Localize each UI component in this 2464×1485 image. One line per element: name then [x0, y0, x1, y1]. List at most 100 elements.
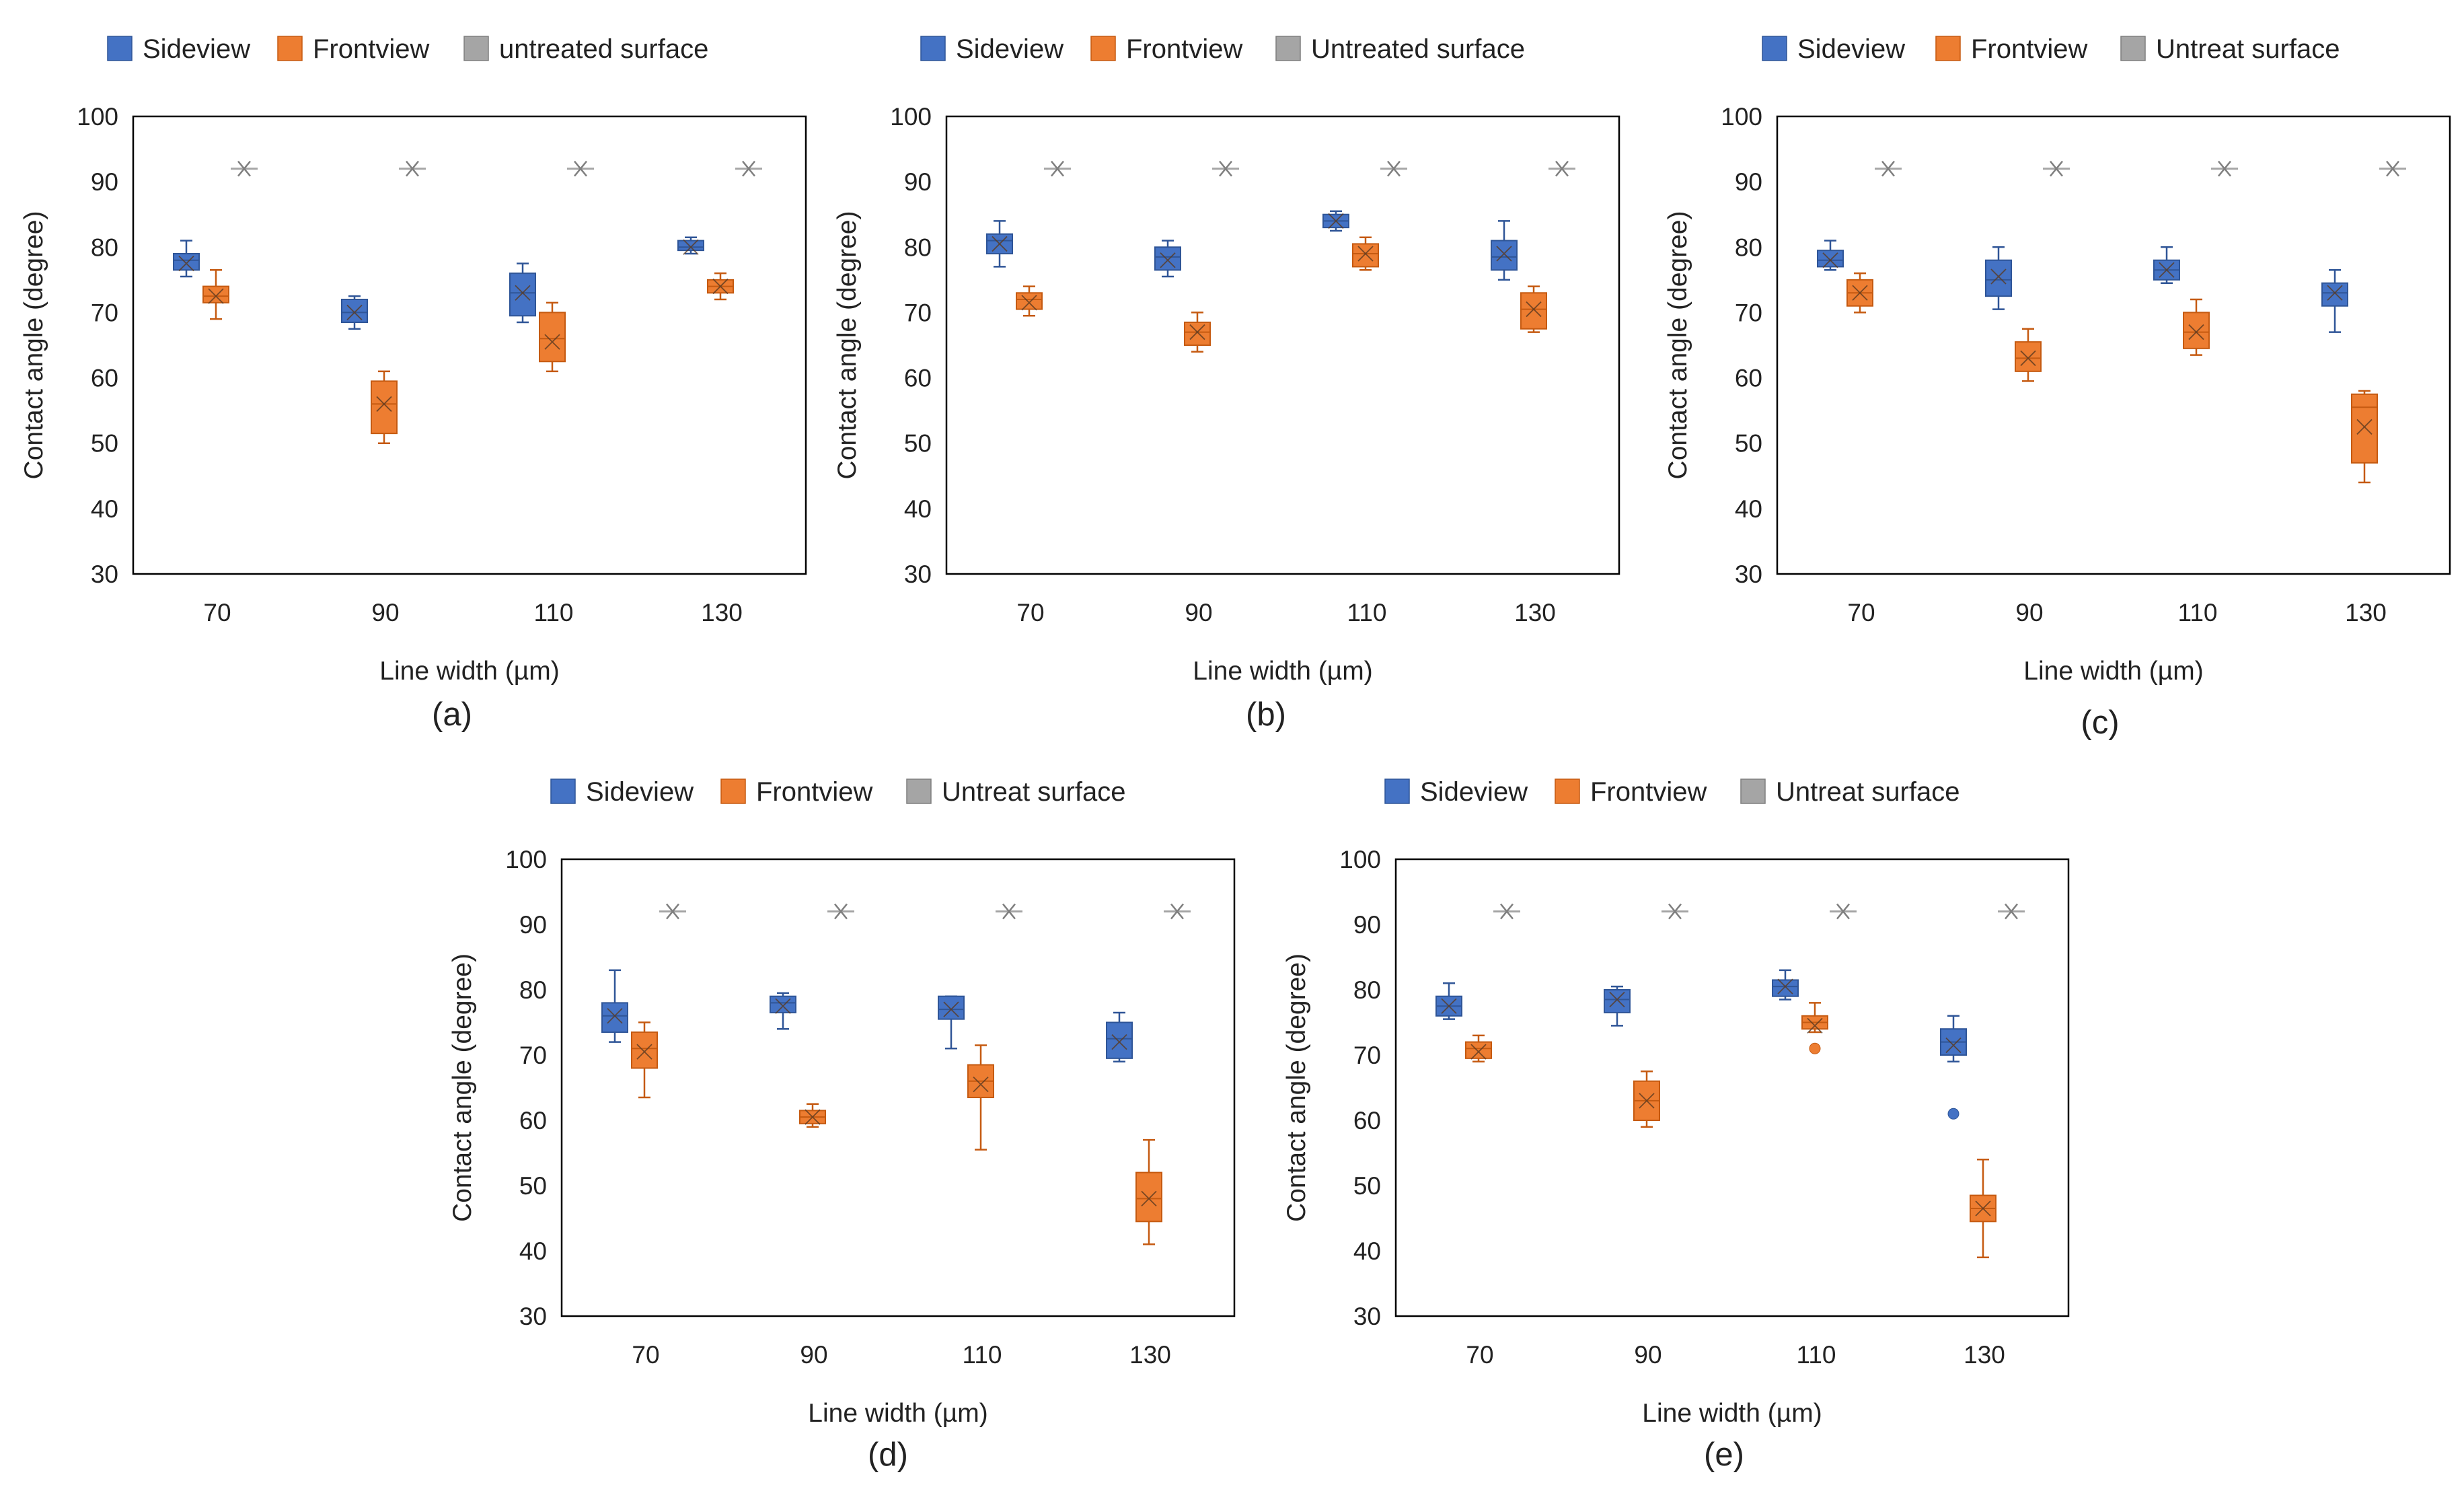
legend-label: untreated surface: [499, 34, 708, 64]
untreated-marker: [1875, 160, 1902, 177]
sideview-box: [1772, 969, 1799, 1001]
chart-panel-e: Sideview Frontview Untreat surface 30 40 50 60…: [1282, 777, 2070, 1473]
mean-marker: [1975, 1200, 1991, 1217]
y-tick-label: 40: [519, 1237, 547, 1265]
x-tick-label: 70: [1016, 599, 1044, 626]
untreated-cross: [1555, 160, 1569, 177]
sideview-box: [1985, 246, 2012, 310]
iqr-box: [341, 299, 368, 323]
outlier-point: [1809, 1042, 1821, 1054]
y-axis-title: Contact angle (degree): [833, 211, 862, 480]
untreated-marker: [2379, 160, 2406, 177]
iqr-box: [2183, 312, 2210, 349]
untreated-marker: [735, 160, 762, 177]
legend-swatch: [550, 778, 576, 804]
iqr-box: [1135, 1171, 1162, 1223]
frontview-box: [1633, 1071, 1660, 1128]
frontview-box: [1135, 1138, 1162, 1245]
sideview-box: [1491, 220, 1518, 281]
iqr-box: [938, 995, 965, 1020]
untreated-cross: [834, 903, 848, 920]
legend-swatch: [1384, 778, 1410, 804]
legend-label: Frontview: [1126, 34, 1242, 64]
legend-swatch: [463, 36, 489, 61]
mean-marker: [943, 1001, 959, 1017]
y-tick-label: 60: [1735, 365, 1762, 392]
frontview-box: [1846, 272, 1873, 314]
untreated-cross: [2050, 160, 2063, 177]
chart-panel-c: Sideview Frontview Untreat surface 30 40 50 60…: [1664, 34, 2451, 741]
plot-frame: [1776, 115, 2451, 575]
mean-marker: [607, 1008, 623, 1024]
y-tick-label: 90: [904, 168, 932, 196]
sideview-box: [1940, 1015, 1967, 1120]
y-tick-label: 50: [519, 1172, 547, 1200]
mean-marker: [1777, 978, 1793, 994]
y-tick-label: 70: [904, 299, 932, 326]
mean-marker: [1328, 213, 1344, 229]
y-tick-label: 100: [505, 846, 547, 873]
legend-swatch: [1740, 778, 1766, 804]
untreated-marker: [1380, 160, 1407, 177]
frontview-box: [707, 272, 734, 301]
untreated-marker: [231, 160, 258, 177]
y-axis-title: Contact angle (degree): [1664, 211, 1692, 480]
x-tick-label: 110: [1347, 599, 1387, 626]
y-axis-title: Contact angle (degree): [448, 953, 477, 1222]
sideview-box: [173, 240, 200, 278]
iqr-box: [371, 380, 398, 435]
untreated-marker: [996, 903, 1022, 920]
mean-marker: [992, 236, 1008, 252]
y-tick-label: 50: [1735, 430, 1762, 458]
untreated-cross: [1170, 903, 1184, 920]
chart-panel-a: Sideview Frontview untreated surface 30 40 50…: [20, 34, 807, 733]
frontview-box: [1970, 1158, 1996, 1258]
iqr-box: [2321, 282, 2348, 307]
legend-label: Untreat surface: [1776, 777, 1959, 807]
mean-marker: [1189, 324, 1205, 340]
legend-label: Sideview: [956, 34, 1063, 64]
y-tick-label: 40: [1353, 1237, 1381, 1265]
y-tick-label: 60: [519, 1107, 547, 1134]
frontview-box: [1184, 312, 1211, 353]
untreated-cross: [1387, 160, 1401, 177]
untreated-marker: [1548, 160, 1575, 177]
mean-marker: [1639, 1093, 1655, 1109]
y-tick-label: 30: [91, 560, 118, 588]
frontview-box: [1520, 285, 1547, 333]
untreated-marker: [827, 903, 854, 920]
iqr-box: [1352, 243, 1379, 268]
x-tick-label: 70: [203, 599, 231, 626]
mean-marker: [1822, 252, 1838, 268]
iqr-box: [1491, 240, 1518, 271]
mean-marker: [178, 255, 194, 272]
x-tick-label: 130: [1964, 1341, 2005, 1369]
y-tick-label: 80: [904, 233, 932, 261]
x-tick-label: 130: [1514, 599, 1556, 626]
mean-marker: [1852, 285, 1868, 301]
frontview-box: [539, 301, 566, 373]
y-tick-label: 100: [1721, 103, 1762, 131]
legend-label: Sideview: [586, 777, 694, 807]
legend-swatch: [920, 36, 946, 61]
frontview-box: [967, 1044, 994, 1151]
sideview-box: [2321, 269, 2348, 333]
mean-marker: [1945, 1037, 1962, 1054]
y-tick-label: 100: [77, 103, 118, 131]
x-tick-label: 90: [800, 1341, 827, 1369]
untreated-marker: [567, 160, 594, 177]
y-tick-label: 80: [1735, 233, 1762, 261]
untreated-cross: [742, 160, 755, 177]
y-tick-label: 70: [519, 1042, 547, 1069]
chart-panel-b: Sideview Frontview Untreated surface 30 40 50…: [833, 34, 1620, 733]
y-tick-label: 30: [1735, 560, 1762, 588]
x-tick-label: 110: [534, 599, 574, 626]
mean-marker: [1111, 1034, 1127, 1050]
iqr-box: [173, 253, 200, 271]
y-tick-label: 30: [904, 560, 932, 588]
legend-swatch: [2120, 36, 2146, 61]
mean-marker: [1470, 1044, 1487, 1060]
legend-label: Sideview: [1420, 777, 1528, 807]
iqr-box: [1604, 989, 1631, 1013]
legend-swatch: [906, 778, 932, 804]
